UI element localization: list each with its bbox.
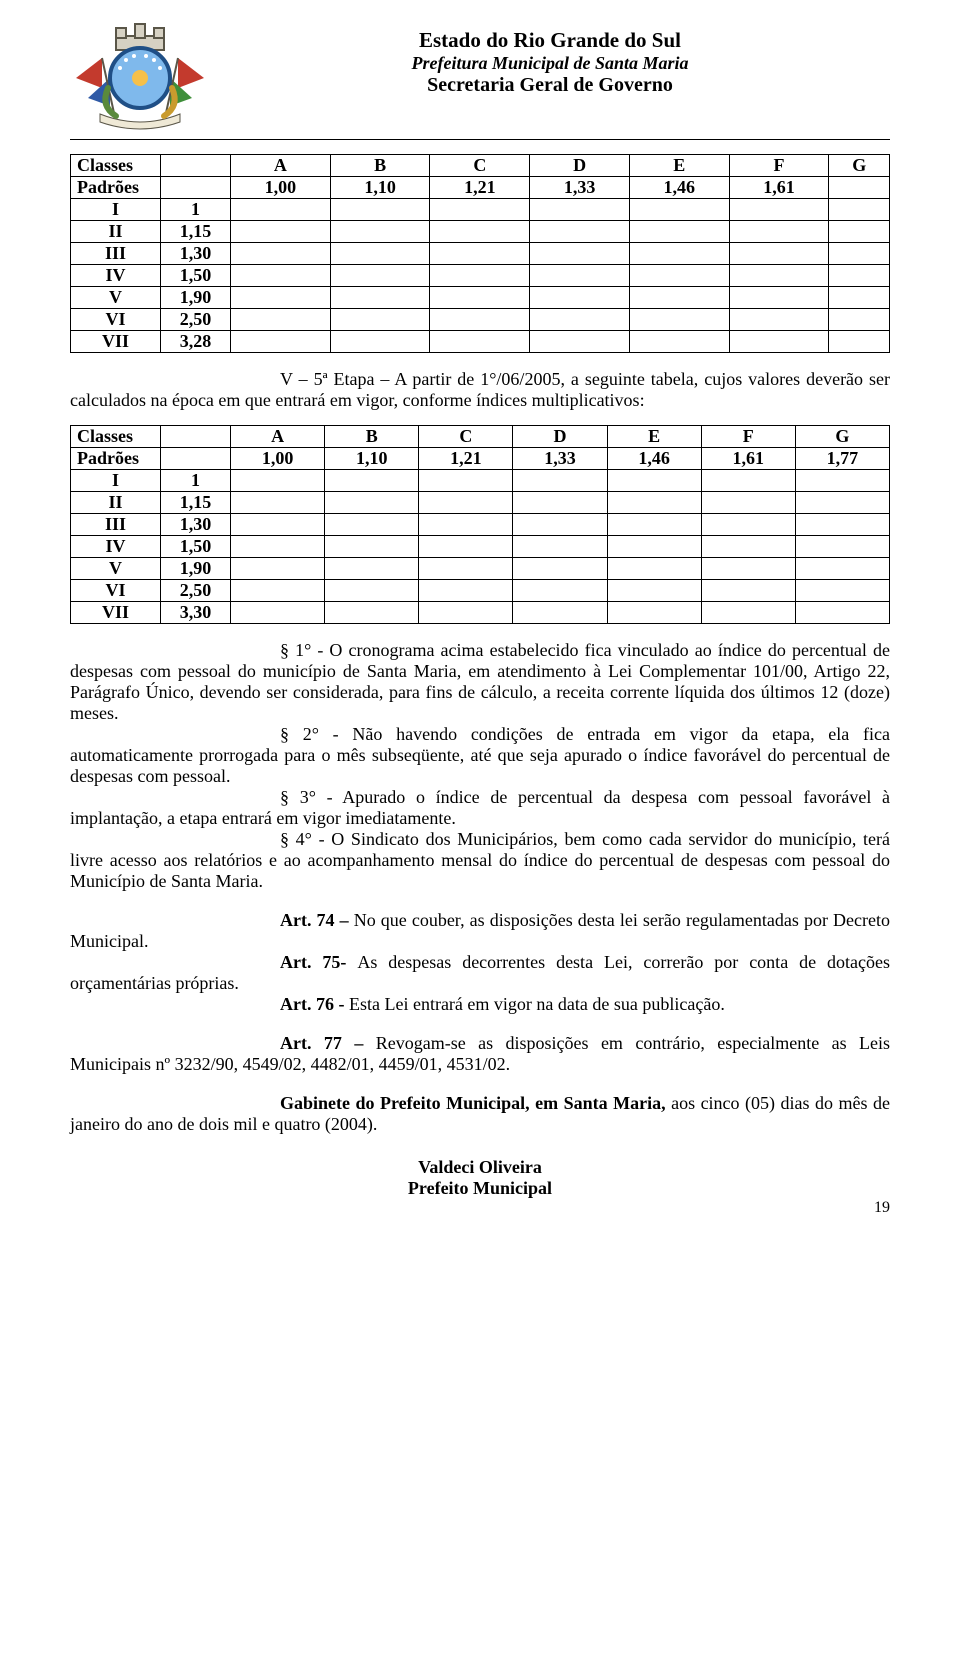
cell: 1,33: [513, 448, 607, 470]
col-header: A: [231, 426, 325, 448]
table-row: VI2,50: [71, 309, 890, 331]
classes-table-1: Classes A B C D E F G Padrões 1,00 1,10 …: [70, 154, 890, 353]
cell: 1,10: [330, 177, 430, 199]
table-row: III1,30: [71, 243, 890, 265]
page: Estado do Rio Grande do Sul Prefeitura M…: [0, 0, 960, 1247]
table-row: IV1,50: [71, 265, 890, 287]
header-line-1: Estado do Rio Grande do Sul: [210, 28, 890, 53]
col-header: A: [231, 155, 331, 177]
cell: 1,46: [607, 448, 701, 470]
col-header: C: [430, 155, 530, 177]
table-row: Padrões 1,00 1,10 1,21 1,33 1,46 1,61 1,…: [71, 448, 890, 470]
table-row: I1: [71, 199, 890, 221]
document-header: Estado do Rio Grande do Sul Prefeitura M…: [70, 18, 890, 133]
classes-table-2: Classes A B C D E F G Padrões 1,00 1,10 …: [70, 425, 890, 624]
stage-5-note: V – 5ª Etapa – A partir de 1°/06/2005, a…: [70, 369, 890, 411]
col-header: D: [513, 426, 607, 448]
paragraph-1: § 1° - O cronograma acima estabelecido f…: [70, 640, 890, 724]
paragraph-4: § 4° - O Sindicato dos Municipários, bem…: [70, 829, 890, 892]
table-row: Classes A B C D E F G: [71, 426, 890, 448]
cell: 1,21: [419, 448, 513, 470]
col-header: F: [701, 426, 795, 448]
table-row: Classes A B C D E F G: [71, 155, 890, 177]
cell: 1,46: [629, 177, 729, 199]
cell: 1,61: [729, 177, 829, 199]
header-titles: Estado do Rio Grande do Sul Prefeitura M…: [210, 18, 890, 97]
legal-body: § 1° - O cronograma acima estabelecido f…: [70, 640, 890, 1135]
col-header: B: [330, 155, 430, 177]
table-row: III1,30: [71, 514, 890, 536]
cell: [829, 177, 890, 199]
signature-block: Valdeci Oliveira Prefeito Municipal: [70, 1157, 890, 1199]
municipal-crest-icon: [70, 18, 210, 133]
table-row: VII3,28: [71, 331, 890, 353]
table-row: V1,90: [71, 287, 890, 309]
col-header: D: [530, 155, 630, 177]
gabinete-line: Gabinete do Prefeito Municipal, em Santa…: [70, 1093, 890, 1135]
paragraph-2: § 2° - Não havendo condições de entrada …: [70, 724, 890, 787]
cell: 1,00: [231, 448, 325, 470]
col-header: F: [729, 155, 829, 177]
col-header: G: [795, 426, 889, 448]
table-row: I1: [71, 470, 890, 492]
table-row: II1,15: [71, 221, 890, 243]
cell: 1,10: [325, 448, 419, 470]
cell: 1,77: [795, 448, 889, 470]
col-header: B: [325, 426, 419, 448]
header-line-3: Secretaria Geral de Governo: [210, 74, 890, 97]
row-header-padroes: Padrões: [71, 177, 161, 199]
row-header-classes: Classes: [71, 426, 161, 448]
row-header-padroes: Padrões: [71, 448, 161, 470]
cell: 1,61: [701, 448, 795, 470]
signature-role: Prefeito Municipal: [70, 1178, 890, 1199]
row-header-classes: Classes: [71, 155, 161, 177]
paragraph-3: § 3° - Apurado o índice de percentual da…: [70, 787, 890, 829]
col-header: C: [419, 426, 513, 448]
cell: 1,00: [231, 177, 331, 199]
col-header: E: [607, 426, 701, 448]
page-number: 19: [70, 1199, 890, 1217]
table-row: Padrões 1,00 1,10 1,21 1,33 1,46 1,61: [71, 177, 890, 199]
table-row: V1,90: [71, 558, 890, 580]
table-row: IV1,50: [71, 536, 890, 558]
table-row: VI2,50: [71, 580, 890, 602]
art-74: Art. 74 – No que couber, as disposições …: [70, 910, 890, 952]
art-77: Art. 77 – Revogam-se as disposições em c…: [70, 1033, 890, 1075]
signature-name: Valdeci Oliveira: [70, 1157, 890, 1178]
table-row: VII3,30: [71, 602, 890, 624]
header-line-2: Prefeitura Municipal de Santa Maria: [210, 53, 890, 74]
col-header: G: [829, 155, 890, 177]
col-header: E: [629, 155, 729, 177]
art-76: Art. 76 - Esta Lei entrará em vigor na d…: [70, 994, 890, 1015]
cell: 1,33: [530, 177, 630, 199]
cell: 1,21: [430, 177, 530, 199]
table-row: II1,15: [71, 492, 890, 514]
art-75: Art. 75- As despesas decorrentes desta L…: [70, 952, 890, 994]
header-divider: [70, 139, 890, 140]
